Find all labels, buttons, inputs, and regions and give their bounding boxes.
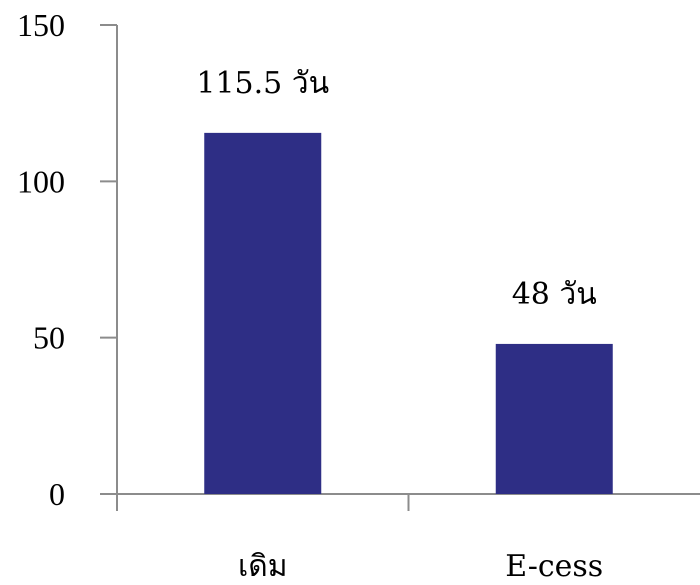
category-label: เดิม (238, 549, 288, 584)
y-tick-label: 0 (49, 476, 65, 512)
x-ticks (116, 494, 410, 511)
y-tick-label: 100 (17, 163, 65, 199)
bar (204, 132, 322, 494)
bars (204, 132, 613, 494)
y-tick-label: 150 (17, 7, 65, 43)
category-labels: เดิม E-cess (238, 549, 603, 584)
bar-data-label: 48 วัน (512, 277, 597, 312)
bar-data-label: 115.5 วัน (196, 66, 329, 101)
y-ticks: 0 50 100 150 (17, 7, 117, 512)
bar (495, 343, 613, 494)
y-tick-label: 50 (33, 320, 65, 356)
data-labels: 115.5 วัน 48 วัน (196, 66, 596, 312)
category-label: E-cess (505, 549, 603, 584)
